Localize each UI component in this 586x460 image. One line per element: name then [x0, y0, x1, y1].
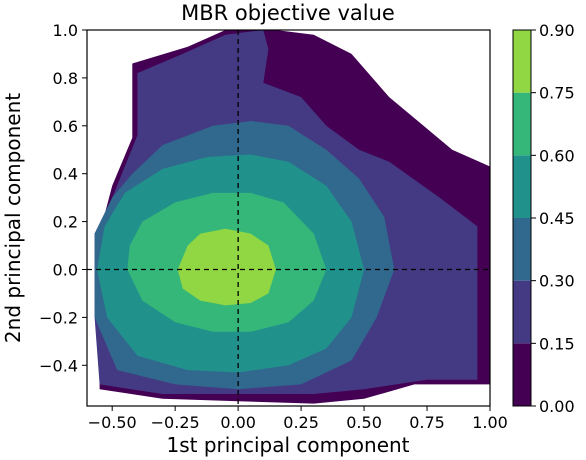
y-tick-label: −0.2	[39, 308, 78, 327]
colorbar-band	[513, 30, 531, 93]
chart-title: MBR objective value	[181, 1, 395, 25]
y-tick-label: 1.0	[53, 21, 78, 40]
contour-region-5	[177, 228, 276, 306]
y-tick-label: 0.4	[53, 165, 78, 184]
colorbar-tick-label: 0.15	[539, 334, 575, 353]
colorbar-band	[513, 92, 531, 156]
y-tick-label: 0.2	[53, 213, 78, 232]
x-tick-label: −0.50	[88, 413, 137, 432]
colorbar-tick-label: 0.45	[539, 209, 575, 228]
y-tick-label: −0.4	[39, 356, 78, 375]
colorbar-band	[513, 218, 531, 281]
y-tick-label: 0.0	[53, 260, 78, 279]
y-axis-label: 2nd principal component	[1, 93, 25, 343]
x-tick-label: 0.25	[283, 413, 319, 432]
colorbar-tick-label: 0.30	[539, 272, 575, 291]
colorbar-tick-label: 0.75	[539, 84, 575, 103]
x-axis-label: 1st principal component	[166, 433, 409, 457]
colorbar-tick-label: 0.60	[539, 146, 575, 165]
x-tick-label: 1.00	[472, 413, 508, 432]
plot-frame	[86, 29, 491, 407]
colorbar: 0.00 0.15 0.30 0.45 0.60 0.75 0.90	[512, 21, 575, 416]
colorbar-band	[513, 343, 531, 406]
colorbar-band	[513, 155, 531, 218]
x-tick-label: 0.75	[409, 413, 445, 432]
y-tick-label: 0.6	[53, 117, 78, 136]
x-tick-label: 0.00	[220, 413, 256, 432]
colorbar-tick-label: 0.00	[539, 397, 575, 416]
reference-lines	[87, 30, 490, 406]
colorbar-band	[513, 280, 531, 344]
x-tick-label: −0.25	[151, 413, 200, 432]
contour-regions	[94, 30, 490, 404]
x-axis-ticks: −0.50 −0.25 0.00 0.25 0.50 0.75 1.00	[88, 406, 508, 432]
y-tick-label: 0.8	[53, 69, 78, 88]
y-axis-ticks: −0.4 −0.2 0.0 0.2 0.4 0.6 0.8 1.0	[39, 21, 87, 375]
colorbar-tick-label: 0.90	[539, 21, 575, 40]
x-tick-label: 0.50	[346, 413, 382, 432]
